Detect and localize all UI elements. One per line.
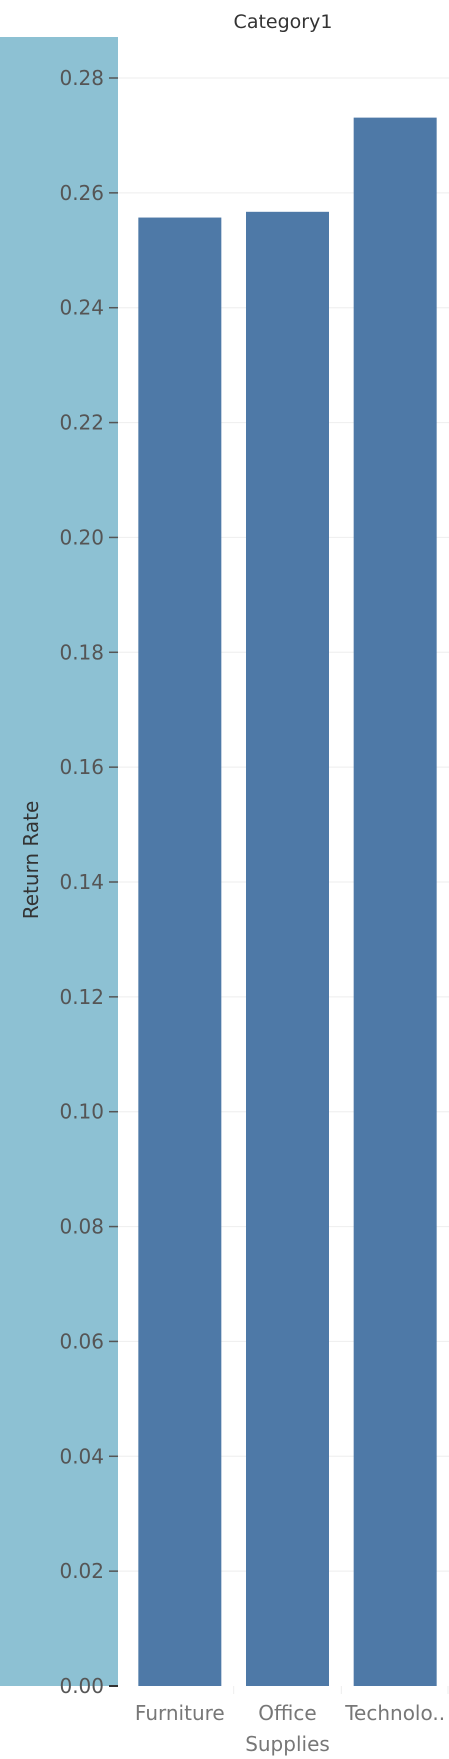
- y-axis-band: [0, 37, 118, 1686]
- y-tick-label: 0.00: [59, 1674, 104, 1698]
- chart-title: Category1: [234, 11, 333, 33]
- y-tick-label: 0.16: [59, 755, 104, 779]
- y-tick-label: 0.26: [59, 181, 104, 205]
- x-category-label: Supplies: [245, 1732, 330, 1756]
- y-tick-label: 0.28: [59, 66, 104, 90]
- x-category-label: Office: [258, 1701, 316, 1725]
- y-axis-title: Return Rate: [19, 801, 43, 920]
- y-tick-label: 0.02: [59, 1559, 104, 1583]
- y-tick-label: 0.12: [59, 985, 104, 1009]
- bar-technolo: [353, 117, 437, 1686]
- y-tick-label: 0.10: [59, 1100, 104, 1124]
- y-tick-label: 0.08: [59, 1215, 104, 1239]
- bar-office-supplies: [246, 211, 329, 1686]
- y-tick-label: 0.22: [59, 411, 104, 435]
- y-tick-label: 0.18: [59, 640, 104, 664]
- x-category-label: Furniture: [135, 1701, 225, 1725]
- y-tick-label: 0.04: [59, 1444, 104, 1468]
- y-tick-label: 0.14: [59, 870, 104, 894]
- x-category-label: Technolo..: [344, 1701, 445, 1725]
- bar-furniture: [138, 217, 222, 1687]
- y-tick-label: 0.06: [59, 1329, 104, 1353]
- y-tick-label: 0.24: [59, 296, 104, 320]
- y-tick-label: 0.20: [59, 525, 104, 549]
